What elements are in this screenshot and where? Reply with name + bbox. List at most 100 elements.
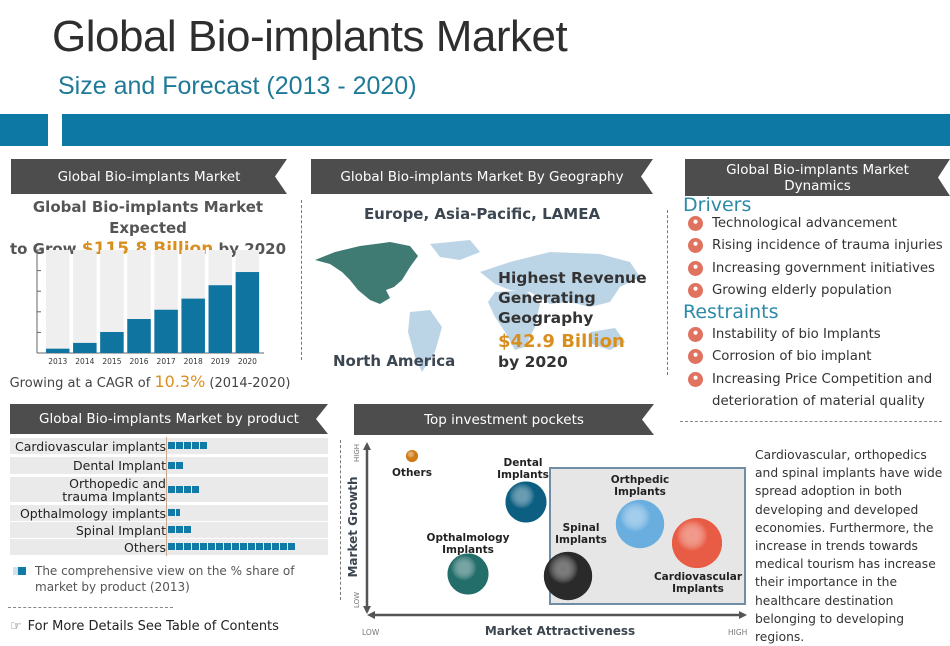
bar-background [73, 250, 97, 353]
dynamics-heading-line1: Global Bio-implants Market [726, 161, 909, 178]
highest-line1: Highest Revenue [498, 269, 647, 287]
investment-description: Cardiovascular, orthopedics and spinal i… [755, 448, 943, 645]
toc-text: For More Details See Table of Contents [27, 619, 279, 634]
product-label: Orthopedic and trauma Implants [62, 476, 166, 504]
product-row: Opthalmology implants [10, 505, 328, 521]
restraint-text: Instability of bio Implants [712, 326, 881, 342]
bar-2020 [235, 272, 260, 353]
bar-square [280, 543, 287, 550]
bar-square [176, 543, 183, 550]
x-tick-label: 2017 [157, 357, 176, 366]
driver-item: ⚫ Rising incidence of trauma injuries [688, 235, 943, 258]
dynamics-heading-line2: Dynamics [784, 177, 851, 194]
x-tick-label: 2015 [102, 357, 121, 366]
x-high-label: HIGH [728, 628, 747, 637]
bar-2013 [46, 348, 70, 353]
restraint-item: ⚫ Increasing Price Competition and [688, 368, 932, 391]
bubble-label: Implants [555, 534, 607, 546]
bar-square [256, 543, 263, 550]
driver-text: Growing elderly population [712, 283, 892, 299]
bar-square [184, 485, 191, 493]
bar-square [208, 543, 215, 550]
bubble-label: Dental [503, 457, 542, 469]
legend-swatch [18, 567, 26, 575]
bar-square [248, 543, 255, 550]
market-heading-text: Global Bio-implants Market [57, 168, 241, 185]
restraint-text: Increasing Price Competition and [712, 371, 933, 387]
bar-square [176, 442, 183, 449]
page-title: Global Bio-implants Market [52, 12, 568, 61]
driver-text: Rising incidence of trauma injuries [712, 238, 943, 254]
product-bar-0 [168, 442, 207, 449]
x-tick-label: 2014 [75, 357, 94, 366]
bar-square [216, 543, 223, 550]
x-tick-label: 2013 [48, 357, 67, 366]
product-label: Cardiovascular implants [14, 439, 166, 454]
cagr-prefix: Growing at a CAGR of [9, 376, 155, 391]
legend-line1: The comprehensive view on the % share of [35, 564, 295, 578]
header-band-left [0, 114, 48, 146]
bubble-label: Others [392, 467, 432, 479]
x-tick-label: 2019 [211, 357, 230, 366]
product-label: Spinal Implant [75, 523, 166, 538]
bar-square [168, 485, 175, 493]
product-row: Dental Implant [10, 457, 328, 474]
product-bar-5 [168, 543, 295, 550]
bar-square [168, 509, 175, 516]
bar-square-partial [176, 509, 180, 516]
world-map [315, 240, 640, 372]
bar-square [168, 461, 175, 469]
y-axis-arrow-up [363, 442, 371, 450]
geography-heading-text: Global Bio-implants Market By Geography [340, 168, 624, 185]
bar-square [232, 543, 239, 550]
bubble-shade [406, 450, 418, 462]
product-label: Dental Implant [73, 458, 166, 473]
bar-2019 [208, 285, 233, 353]
bubble-label: Implants [672, 583, 724, 595]
x-tick-label: 2016 [129, 357, 148, 366]
y-axis-arrow-down [363, 606, 371, 614]
driver-item: ⚫ Technological advancement [688, 212, 943, 235]
market-bar-chart: 2013 2014 2015 2016 2017 2018 2019 2020 [36, 249, 264, 366]
product-legend: The comprehensive view on the % share of… [18, 563, 295, 595]
bubble-label: Opthalmology [427, 532, 510, 544]
bubble-label: Implants [614, 486, 666, 498]
product-heading: Global Bio-implants Market by product [10, 404, 328, 434]
x-tick-label: 2018 [184, 357, 203, 366]
divider-2 [667, 210, 668, 375]
tooth-icon: ⚫ [688, 215, 703, 231]
investment-heading: Top investment pockets [354, 404, 654, 435]
geography-value: $42.9 Billion [498, 331, 625, 352]
bar-square [184, 543, 191, 550]
header-band-right [62, 114, 950, 146]
tooth-icon: ⚫ [688, 349, 703, 365]
north-america-label: North America [333, 352, 456, 370]
bar-square [200, 543, 207, 550]
geography-regions: Europe, Asia-Pacific, LAMEA [363, 205, 601, 223]
bubble-label: Implants [442, 544, 494, 556]
bar-square [224, 543, 231, 550]
bar-square [288, 543, 295, 550]
driver-text: Increasing government initiatives [712, 260, 935, 276]
north-america-region [315, 242, 418, 304]
drivers-title: Drivers [683, 194, 752, 216]
y-axis-title: Market Growth [346, 476, 360, 577]
bubble-shade [672, 518, 722, 568]
highest-revenue-text: Highest Revenue Generating Geography $42… [498, 268, 647, 372]
rest-of-world [408, 240, 640, 372]
bar-square [200, 442, 207, 449]
tooth-icon: ⚫ [688, 326, 703, 342]
bar-2017 [154, 309, 178, 353]
product-bar-3 [168, 509, 180, 516]
bubble-label: Spinal [563, 522, 600, 534]
geography-heading: Global Bio-implants Market By Geography [311, 159, 653, 194]
table-of-contents-link[interactable]: ☞ For More Details See Table of Contents [10, 619, 279, 634]
bubble-shade [505, 481, 547, 523]
divider-3 [680, 421, 942, 422]
driver-item: ⚫ Growing elderly population [688, 280, 943, 303]
bar-square [184, 526, 191, 533]
investment-heading-text: Top investment pockets [424, 411, 584, 428]
tooth-icon: ⚫ [688, 238, 703, 254]
bubble-label: Orthpedic [611, 474, 670, 486]
market-heading: Global Bio-implants Market [11, 159, 287, 194]
